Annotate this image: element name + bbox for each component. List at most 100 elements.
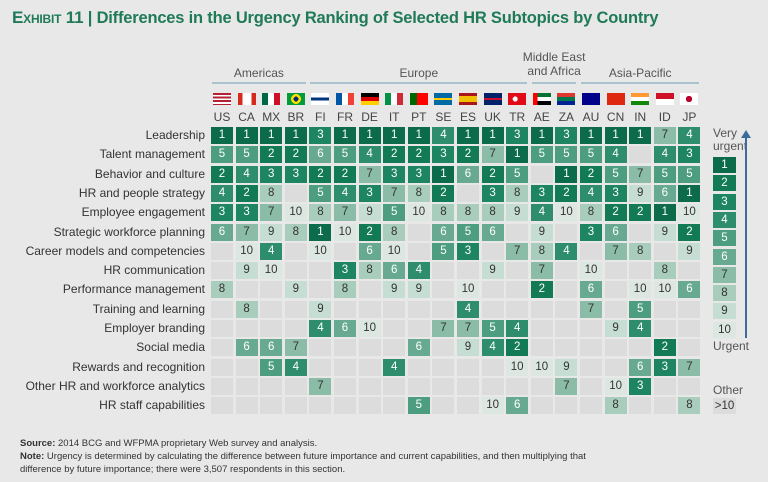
country-code-uk: UK	[484, 110, 501, 124]
heatmap-cell: 10	[604, 377, 627, 395]
heatmap-cell: 2	[506, 339, 529, 357]
heatmap-cell: 8	[530, 242, 553, 260]
flag-br-icon	[286, 93, 305, 105]
heatmap-cell: 4	[334, 184, 356, 202]
heatmap-cell: 3	[407, 165, 430, 183]
heatmap-cell-empty	[457, 184, 479, 202]
heatmap-cell-empty	[383, 300, 406, 318]
heatmap-cell-empty	[481, 377, 504, 395]
heatmap-cell-empty	[432, 339, 455, 357]
region-label-americas: Americas	[233, 66, 284, 80]
heatmap-cell: 6	[407, 339, 430, 357]
heatmap-cell: 1	[407, 127, 430, 144]
heatmap-cell: 8	[481, 204, 504, 222]
country-code-es: ES	[459, 110, 476, 124]
heatmap-cell-empty	[284, 184, 307, 202]
source-note: Source: 2014 BCG and WFPMA proprietary W…	[20, 437, 317, 450]
heatmap-cell: 8	[678, 397, 701, 415]
heatmap-cell-empty	[604, 281, 627, 299]
heatmap-cell-empty	[530, 377, 553, 395]
heatmap-cell-empty	[432, 281, 455, 299]
heatmap-cell: 5	[457, 223, 479, 241]
heatmap-cell-empty	[211, 300, 233, 318]
title-separator: |	[87, 9, 93, 27]
heatmap-cell-empty	[555, 397, 578, 415]
heatmap-cell: 7	[358, 165, 381, 183]
heatmap-cell: 10	[678, 204, 701, 222]
row-label: Training and learning	[92, 301, 205, 316]
heatmap-cell-empty	[506, 223, 529, 241]
heatmap-cell: 6	[260, 339, 283, 357]
heatmap-cell-empty	[334, 242, 356, 260]
country-code-ca: CA	[238, 110, 255, 124]
heatmap-cell: 1	[604, 127, 627, 144]
legend-top-label: Very urgent	[713, 126, 748, 153]
heatmap-cell: 4	[506, 320, 529, 337]
heatmap-cell: 10	[506, 358, 529, 376]
heatmap-cell: 7	[334, 204, 356, 222]
heatmap-cell: 2	[284, 146, 307, 164]
heatmap-cell: 4	[580, 184, 602, 202]
heatmap-cell: 10	[580, 262, 602, 280]
heatmap-cell: 6	[653, 184, 676, 202]
heatmap-cell: 7	[481, 146, 504, 164]
heatmap-cell: 7	[260, 204, 283, 222]
heatmap-cell-empty	[260, 320, 283, 337]
heatmap-cell: 9	[358, 204, 381, 222]
heatmap-cell: 6	[580, 281, 602, 299]
heatmap-cell: 5	[260, 358, 283, 376]
exhibit-number: Exhibit 11	[12, 8, 84, 27]
heatmap-cell-empty	[555, 262, 578, 280]
heatmap-cell: 7	[383, 184, 406, 202]
heatmap-cell-empty	[334, 397, 356, 415]
source-label: Source:	[20, 438, 56, 449]
heatmap-cell: 6	[334, 320, 356, 337]
heatmap-cell-empty	[358, 339, 381, 357]
heatmap-cell: 8	[506, 184, 529, 202]
heatmap-cell: 5	[235, 146, 258, 164]
heatmap-cell: 1	[358, 127, 381, 144]
heatmap-cell: 9	[506, 204, 529, 222]
heatmap-cell: 4	[481, 339, 504, 357]
legend-level-8: 8	[713, 285, 736, 302]
heatmap-cell-empty	[284, 397, 307, 415]
heatmap-cell: 3	[678, 146, 701, 164]
heatmap-cell: 3	[629, 377, 652, 395]
heatmap-cell: 9	[481, 262, 504, 280]
flag-ae-icon	[532, 93, 551, 105]
heatmap-cell: 9	[555, 358, 578, 376]
heatmap-cell-empty	[678, 300, 701, 318]
heatmap-cell-empty	[457, 377, 479, 395]
country-code-pt: PT	[411, 110, 427, 124]
flag-it-icon	[385, 93, 404, 105]
heatmap-cell: 2	[432, 184, 455, 202]
heatmap-cell: 3	[604, 184, 627, 202]
heatmap-cell: 1	[432, 165, 455, 183]
heatmap-cell: 10	[481, 397, 504, 415]
heatmap-cell-empty	[604, 358, 627, 376]
legend-other-value: >10	[713, 398, 736, 414]
heatmap-cell-empty	[580, 339, 602, 357]
heatmap-cell: 2	[407, 146, 430, 164]
heatmap-cell: 4	[383, 358, 406, 376]
heatmap-cell-empty	[358, 358, 381, 376]
heatmap-cell: 6	[309, 146, 332, 164]
heatmap-cell-empty	[284, 320, 307, 337]
heatmap-cell: 2	[555, 184, 578, 202]
heatmap-cell: 4	[260, 242, 283, 260]
heatmap-cell-empty	[580, 377, 602, 395]
heatmap-cell: 1	[284, 127, 307, 144]
heatmap-cell-empty	[284, 300, 307, 318]
heatmap-cell: 7	[653, 127, 676, 144]
heatmap-cell-empty	[334, 339, 356, 357]
flag-jp-icon	[680, 93, 699, 105]
heatmap-cell: 3	[457, 242, 479, 260]
heatmap-cell: 9	[629, 184, 652, 202]
heatmap-cell: 4	[235, 165, 258, 183]
heatmap-cell: 9	[530, 223, 553, 241]
flag-uk-icon	[483, 93, 502, 105]
exhibit-title: Exhibit 11 | Differences in the Urgency …	[12, 8, 659, 28]
heatmap-cell: 10	[309, 242, 332, 260]
heatmap-cell-empty	[432, 377, 455, 395]
heatmap-cell: 8	[383, 223, 406, 241]
